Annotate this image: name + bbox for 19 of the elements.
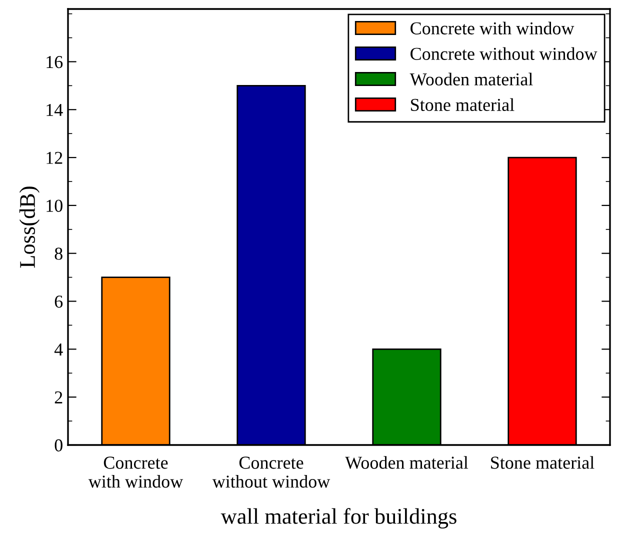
y-tick-label: 8 — [54, 248, 62, 260]
y-tick-label: 0 — [54, 439, 62, 452]
y-tick-label: 4 — [54, 344, 63, 356]
x-tick-label: Concrete with window — [88, 456, 184, 488]
y-tick-label: 16 — [46, 56, 63, 68]
legend-label: Concrete without window — [410, 47, 598, 60]
x-tick-label: Wooden material — [345, 456, 468, 469]
y-tick-label: 12 — [46, 152, 62, 164]
y-tick-label: 14 — [46, 104, 63, 116]
x-axis-title: wall material for buildings — [220, 508, 456, 528]
legend-label: Stone material — [411, 98, 514, 111]
y-tick-label: 10 — [46, 200, 62, 212]
legend-label: Wooden material — [410, 72, 533, 86]
y-axis-title: Loss(dB) — [19, 186, 40, 268]
y-tick-label: 6 — [54, 296, 63, 308]
y-tick-label: 2 — [54, 391, 62, 404]
x-tick-label: Concrete without window — [212, 456, 330, 488]
legend-label: Concrete with window — [410, 22, 574, 34]
x-tick-label: Stone material — [491, 456, 594, 469]
